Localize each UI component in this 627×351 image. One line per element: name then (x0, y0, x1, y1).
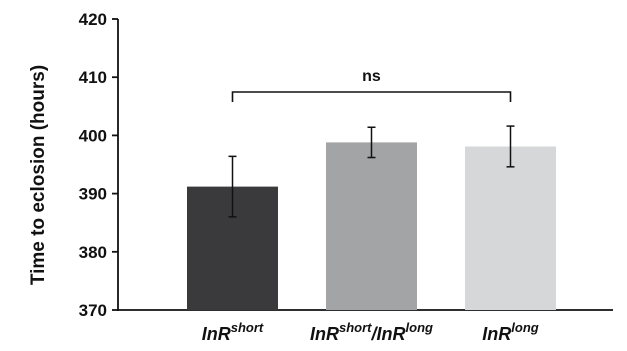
error-bar-2 (367, 126, 376, 159)
y-tick-label: 410 (79, 68, 107, 87)
bar-2 (326, 142, 417, 310)
y-tick-label: 390 (79, 185, 107, 204)
category-separator: / (371, 324, 379, 344)
category-gene: InR (482, 324, 511, 344)
x-tick-label-2: InRshort/InRlong (310, 320, 433, 344)
significance-bracket (231, 91, 512, 102)
x-axis-labels: InRshort InRshort/InRlong InRlong (202, 320, 539, 344)
x-tick-label-3: InRlong (482, 320, 538, 344)
y-tick-label: 370 (79, 301, 107, 320)
category-isoform: long (511, 320, 538, 335)
significance-annotation: ns (231, 68, 512, 102)
category-isoform: short (231, 320, 264, 335)
y-axis-title: Time to eclosion (hours) (28, 65, 49, 285)
y-tick-label: 380 (79, 243, 107, 262)
category-isoform: short (339, 320, 372, 335)
y-tick-label: 420 (79, 10, 107, 29)
bar-3 (465, 146, 556, 310)
category-isoform-2: long (406, 320, 433, 335)
significance-label: ns (362, 68, 381, 85)
category-gene-2: InR (377, 324, 406, 344)
bars (187, 142, 556, 310)
category-gene: InR (202, 324, 231, 344)
y-tick-label: 400 (79, 126, 107, 145)
x-tick-label-1: InRshort (202, 320, 264, 344)
error-bar-3 (506, 125, 515, 168)
error-bar-1 (228, 155, 237, 218)
error-bars (228, 125, 515, 218)
category-gene: InR (310, 324, 339, 344)
